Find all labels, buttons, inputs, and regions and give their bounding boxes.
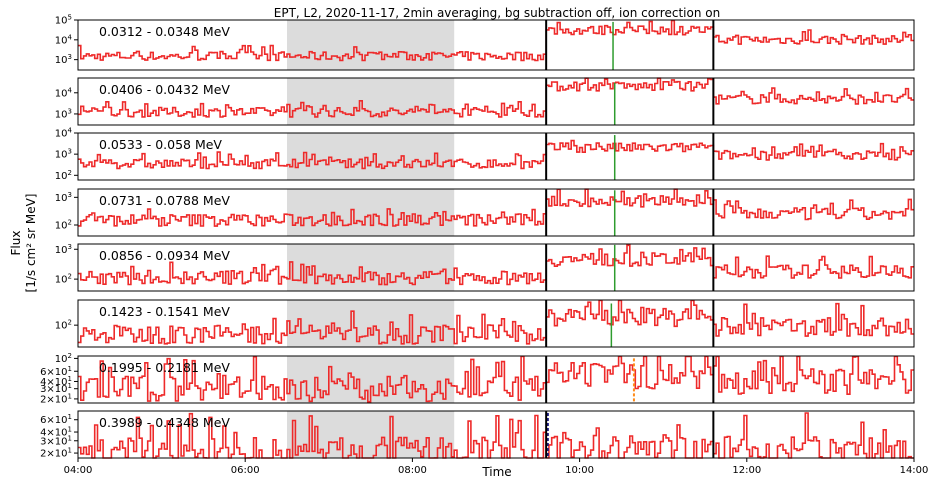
axes-frame [77,77,915,126]
panel-2: 103 104 0.0406 - 0.0432 MeV [55,77,915,126]
energy-range-label: 0.1423 - 0.1541 MeV [99,304,230,319]
axes-frame [77,299,915,348]
x-tick-label: 12:00 [732,465,761,476]
y-axis-label-line-1: Flux [9,231,23,256]
flux-series [78,139,914,170]
y-tick-label: 103 [55,243,72,256]
y-axis-label: Flux [1/s cm² sr MeV] [9,194,38,293]
y-tick-label: 4×101 [40,426,72,439]
y-tick-label: 102 [55,319,72,332]
y-tick-label: 103 [55,148,72,161]
x-axis: 04:00 06:00 08:00 10:00 12:00 14:00 [64,458,929,476]
y-tick-label: 3×101 [40,382,72,395]
y-tick-label: 102 [55,169,72,182]
y-tick-label: 3×101 [40,434,72,447]
x-tick-label: 08:00 [398,465,427,476]
axes-frame [77,410,915,459]
y-tick-label: 2×101 [40,447,72,460]
x-tick-label: 10:00 [565,465,594,476]
axes-frame [77,132,915,181]
y-axis-label-line-2: [1/s cm² sr MeV] [24,194,38,293]
energy-range-label: 0.0533 - 0.058 MeV [99,137,222,152]
y-tick-label: 104 [55,127,73,140]
chart-title: EPT, L2, 2020-11-17, 2min averaging, bg … [274,6,720,20]
shaded-interval [287,78,455,125]
axes-frame [77,355,915,404]
y-tick-label: 4×101 [40,375,72,388]
y-tick-label: 105 [55,14,72,27]
flux-series [78,77,914,118]
x-axis-label: Time [481,465,511,479]
y-tick-label: 103 [55,107,72,120]
y-tick-label: 102 [55,218,72,231]
axes-frame [77,188,915,237]
flux-series [78,188,914,227]
x-tick-label: 14:00 [900,465,929,476]
shaded-interval [287,189,455,236]
shaded-interval [287,20,455,70]
panel-4: 102 103 0.0731 - 0.0788 MeV [55,188,915,237]
axes-frame [77,243,915,292]
y-tick-label: 104 [55,86,73,99]
y-tick-label: 102 [55,352,72,365]
panel-5: 102 103 0.0856 - 0.0934 MeV [55,243,915,292]
panel-6: 102 0.1423 - 0.1541 MeV [55,299,915,348]
energy-range-label: 0.0731 - 0.0788 MeV [99,193,230,208]
panels: 103 104 105 0.0312 - 0.0348 MeV 103 104 0.0406… [40,14,915,460]
y-tick-label: 102 [55,273,72,286]
shaded-interval [287,300,455,347]
flux-series [78,299,914,345]
y-tick-label: 2×101 [40,392,72,405]
energy-range-label: 0.0406 - 0.0432 MeV [99,82,230,97]
flux-series [78,244,914,286]
y-tick-label: 6×101 [40,413,72,426]
x-tick-label: 04:00 [64,465,93,476]
y-tick-label: 103 [55,191,72,204]
energy-range-label: 0.0856 - 0.0934 MeV [99,248,230,263]
energy-range-label: 0.1995 - 0.2181 MeV [99,360,230,375]
energy-range-label: 0.0312 - 0.0348 MeV [99,24,230,39]
y-tick-label: 103 [55,53,72,66]
y-tick-label: 104 [55,33,73,46]
flux-series [78,355,914,403]
flux-series [78,19,914,62]
x-tick-label: 06:00 [231,465,260,476]
panel-1: 103 104 105 0.0312 - 0.0348 MeV [55,14,915,71]
axes-frame [77,19,915,71]
energy-range-label: 0.3989 - 0.4348 MeV [99,415,230,430]
y-tick-label: 6×101 [40,365,72,378]
panel-3: 102 103 104 0.0533 - 0.058 MeV [55,127,915,182]
